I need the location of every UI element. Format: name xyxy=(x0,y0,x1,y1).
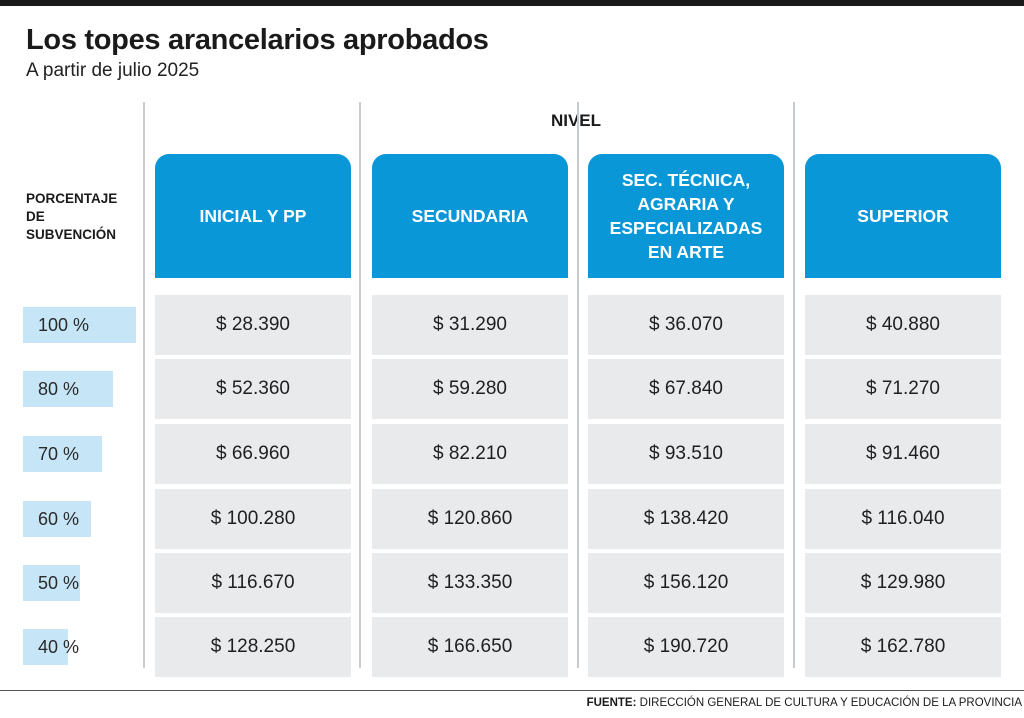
column-divider xyxy=(793,102,795,668)
table-cell: $ 156.120 xyxy=(588,553,784,613)
table-cell: $ 93.510 xyxy=(588,424,784,484)
top-rule xyxy=(0,0,1024,6)
table-cell: $ 66.960 xyxy=(155,424,351,484)
column-header-label: SECUNDARIA xyxy=(411,206,529,226)
percent-bar xyxy=(23,436,102,472)
column-header: INICIAL Y PP xyxy=(155,154,351,278)
table-cell: $ 128.250 xyxy=(155,617,351,677)
percent-bar xyxy=(23,371,113,407)
percent-label: 60 % xyxy=(38,508,80,529)
table-cell: $ 129.980 xyxy=(805,553,1001,613)
column-header: SUPERIOR xyxy=(805,154,1001,278)
percent-label: 80 % xyxy=(38,378,80,399)
table-cell: $ 71.270 xyxy=(805,359,1001,419)
table-cell: $ 120.860 xyxy=(372,489,568,549)
percent-bar xyxy=(23,629,68,665)
row-header-divider xyxy=(143,102,145,668)
table-cell: $ 82.210 xyxy=(372,424,568,484)
row-header-label: PORCENTAJE DE SUBVENCIÓN xyxy=(26,190,117,244)
table-cell: $ 28.390 xyxy=(155,295,351,355)
column-header-label: SEC. TÉCNICA, AGRARIA Y ESPECIALIZADAS E… xyxy=(609,170,763,262)
source-note: FUENTE: DIRECCIÓN GENERAL DE CULTURA Y E… xyxy=(587,697,1022,709)
column-header: SECUNDARIA xyxy=(372,154,568,278)
column-divider xyxy=(577,102,579,668)
column-header-label: SUPERIOR xyxy=(857,206,949,226)
percent-label: 100 % xyxy=(38,314,90,335)
table-cell: $ 67.840 xyxy=(588,359,784,419)
table-cell: $ 91.460 xyxy=(805,424,1001,484)
table-cell: $ 133.350 xyxy=(372,553,568,613)
percent-label: 40 % xyxy=(38,636,80,657)
percent-bar xyxy=(23,307,136,343)
table-cell: $ 116.040 xyxy=(805,489,1001,549)
chart-subtitle: A partir de julio 2025 xyxy=(26,60,200,81)
chart-title: Los topes arancelarios aprobados xyxy=(26,24,489,56)
table-cell: $ 166.650 xyxy=(372,617,568,677)
table-cell: $ 31.290 xyxy=(372,295,568,355)
table-cell: $ 100.280 xyxy=(155,489,351,549)
footer-rule xyxy=(0,690,1024,691)
column-group-label: NIVEL xyxy=(550,111,602,130)
source-text: DIRECCIÓN GENERAL DE CULTURA Y EDUCACIÓN… xyxy=(639,697,1022,709)
source-label: FUENTE: xyxy=(586,697,637,709)
percent-label: 50 % xyxy=(38,572,80,593)
percent-bar xyxy=(23,501,91,537)
column-header: SEC. TÉCNICA, AGRARIA Y ESPECIALIZADAS E… xyxy=(588,154,784,278)
table-cell: $ 138.420 xyxy=(588,489,784,549)
column-divider xyxy=(359,102,361,668)
row-header-text: PORCENTAJE DE SUBVENCIÓN xyxy=(26,191,118,242)
column-header-label: INICIAL Y PP xyxy=(199,206,307,226)
table-cell: $ 40.880 xyxy=(805,295,1001,355)
percent-bar xyxy=(23,565,80,601)
table-cell: $ 52.360 xyxy=(155,359,351,419)
table-cell: $ 190.720 xyxy=(588,617,784,677)
table-cell: $ 116.670 xyxy=(155,553,351,613)
percent-label: 70 % xyxy=(38,443,80,464)
table-cell: $ 162.780 xyxy=(805,617,1001,677)
table-cell: $ 59.280 xyxy=(372,359,568,419)
table-cell: $ 36.070 xyxy=(588,295,784,355)
